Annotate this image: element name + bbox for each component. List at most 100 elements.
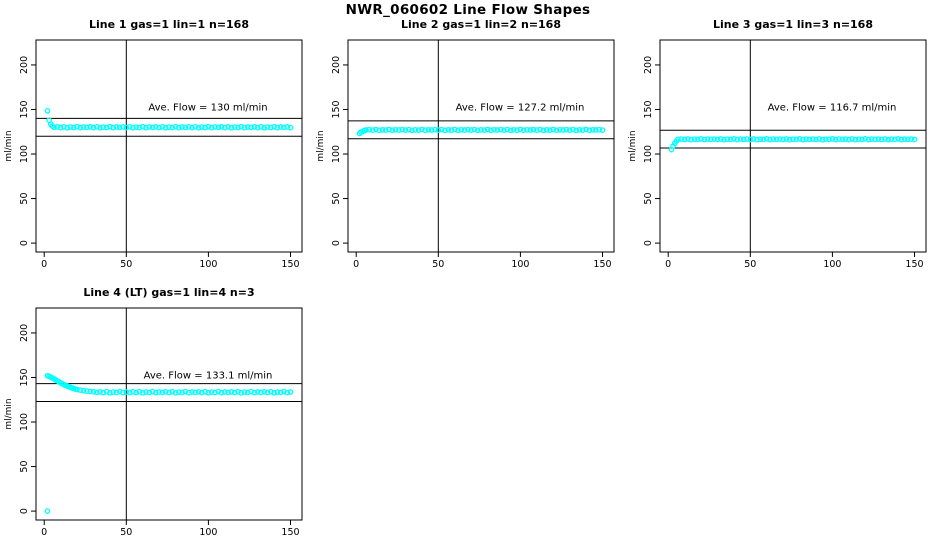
data-point xyxy=(84,388,90,394)
data-point xyxy=(143,389,149,395)
data-point xyxy=(412,127,419,133)
data-point xyxy=(382,127,389,133)
data-point xyxy=(911,136,918,143)
data-point xyxy=(149,124,156,131)
data-point xyxy=(425,126,432,133)
data-point xyxy=(120,389,126,396)
data-point xyxy=(61,123,67,130)
data-point xyxy=(396,127,402,133)
data-point xyxy=(136,388,143,395)
data-point xyxy=(734,136,741,143)
data-point xyxy=(836,136,842,142)
data-point xyxy=(524,126,530,133)
data-point xyxy=(277,124,284,130)
data-point xyxy=(146,124,153,130)
data-point xyxy=(153,124,159,130)
y-axis-tick-label: 50 xyxy=(19,461,30,473)
data-points xyxy=(44,372,294,514)
data-point xyxy=(126,123,133,130)
data-point xyxy=(708,136,714,143)
data-point xyxy=(123,124,130,131)
y-axis-tick-label: 0 xyxy=(19,240,30,246)
y-axis-tick-label: 200 xyxy=(19,56,30,74)
data-point xyxy=(579,127,586,133)
y-axis-label: ml/min xyxy=(4,398,14,429)
data-point xyxy=(442,127,448,134)
data-point xyxy=(212,124,218,130)
y-axis-tick-label: 100 xyxy=(19,413,30,431)
line1-plot-canvas: 0 50 100 150 0 50 100 150 200 ml/min Ave. Flow = 1… xyxy=(4,39,303,270)
y-axis-tick-label: 200 xyxy=(643,56,654,74)
data-point xyxy=(179,124,185,130)
data-point xyxy=(107,123,113,130)
data-point xyxy=(64,124,71,131)
data-point xyxy=(133,124,140,130)
data-point xyxy=(872,136,878,143)
data-point xyxy=(898,136,905,143)
data-point xyxy=(888,136,895,143)
data-point xyxy=(681,136,688,143)
data-point xyxy=(182,388,189,395)
data-point xyxy=(369,127,376,133)
x-axis-tick-label: 150 xyxy=(905,259,923,270)
data-point xyxy=(691,136,698,143)
data-point xyxy=(852,136,859,143)
data-point xyxy=(261,389,268,395)
data-point xyxy=(800,136,806,143)
data-point xyxy=(231,124,238,130)
data-point xyxy=(97,124,103,131)
data-point xyxy=(455,127,461,134)
data-point xyxy=(159,389,166,396)
data-point xyxy=(126,389,133,396)
ave-flow-annotation: Ave. Flow = 127.2 ml/min xyxy=(456,103,585,114)
data-points xyxy=(356,126,606,137)
data-point xyxy=(878,136,885,143)
data-point xyxy=(908,136,915,142)
data-point xyxy=(251,124,258,130)
data-point xyxy=(806,136,813,143)
data-point xyxy=(176,389,182,395)
data-point xyxy=(875,136,882,142)
data-point xyxy=(274,124,281,131)
y-axis-tick-label: 0 xyxy=(19,508,30,514)
data-point xyxy=(153,389,159,396)
y-axis-tick-label: 50 xyxy=(643,193,654,205)
data-point xyxy=(120,124,126,130)
subplot-line2: 0 50 100 150 0 50 100 150 200 ml/min Ave. Flow = 1… xyxy=(312,14,624,270)
x-axis-tick-label: 50 xyxy=(432,259,444,270)
data-point xyxy=(113,389,120,396)
data-point xyxy=(576,127,583,133)
data-point xyxy=(215,124,222,131)
y-axis-tick-label: 50 xyxy=(331,193,342,205)
data-point xyxy=(238,389,245,396)
y-axis-tick-label: 0 xyxy=(643,240,654,246)
data-point xyxy=(566,127,573,133)
data-point xyxy=(274,389,281,395)
data-point xyxy=(373,126,379,133)
data-point xyxy=(553,127,560,134)
data-point xyxy=(130,124,136,131)
data-point xyxy=(389,127,396,134)
x-axis-tick-label: 100 xyxy=(511,259,529,270)
data-point xyxy=(287,124,294,131)
data-point xyxy=(698,136,704,142)
data-point xyxy=(435,127,442,133)
subplot-line4: 0 50 100 150 0 50 100 150 200 ml/min Ave. Flow = 1… xyxy=(0,282,312,538)
data-point xyxy=(235,124,241,131)
data-point xyxy=(809,136,816,142)
y-axis-tick-label: 100 xyxy=(331,145,342,163)
data-point xyxy=(675,136,681,143)
data-point xyxy=(93,123,100,130)
plot-box xyxy=(347,39,615,253)
data-point xyxy=(143,124,149,131)
data-point xyxy=(44,508,51,514)
line2-plot-canvas: 0 50 100 150 0 50 100 150 200 ml/min Ave. Flow = 1… xyxy=(316,39,615,270)
data-point xyxy=(54,124,61,130)
data-point xyxy=(803,136,809,142)
data-point xyxy=(583,126,589,133)
data-point xyxy=(747,136,754,143)
x-axis-tick-label: 0 xyxy=(353,259,359,270)
data-point xyxy=(123,389,130,395)
data-point xyxy=(235,388,241,395)
data-point xyxy=(166,389,172,396)
